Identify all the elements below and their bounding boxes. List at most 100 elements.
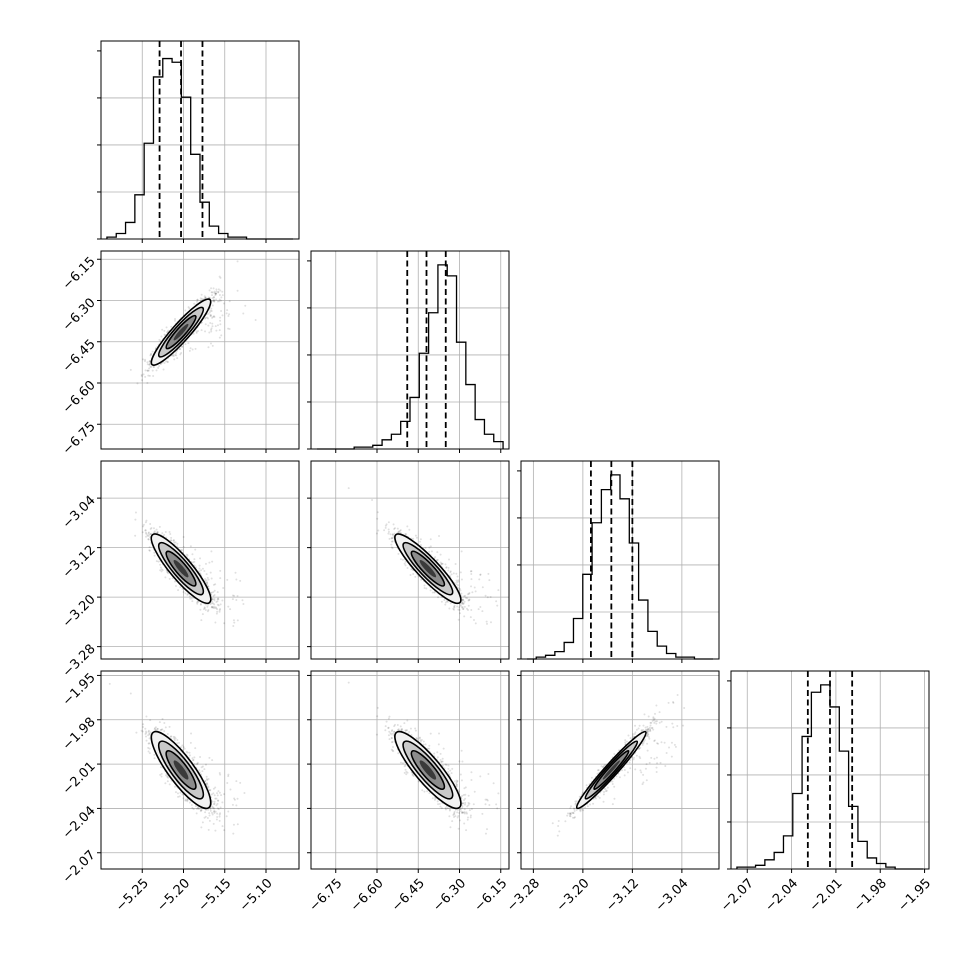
sample-point (487, 572, 490, 575)
sample-point (147, 538, 150, 541)
sample-point (390, 540, 393, 543)
sample-point (190, 597, 193, 600)
sample-point (470, 608, 473, 611)
sample-point (193, 558, 196, 561)
sample-point (228, 327, 231, 330)
sample-point (213, 802, 216, 805)
sample-point (452, 572, 455, 575)
sample-point (211, 600, 214, 603)
sample-point (149, 528, 152, 531)
sample-point (191, 348, 194, 351)
sample-point (377, 529, 380, 532)
sample-point (212, 792, 215, 795)
sample-point (210, 310, 213, 313)
sample-point (384, 524, 387, 527)
sample-point (213, 812, 216, 815)
sample-point (444, 601, 447, 604)
sample-point (488, 579, 491, 582)
sample-point (243, 791, 246, 794)
sample-point (242, 312, 245, 315)
sample-point (469, 570, 472, 573)
sample-point (448, 558, 451, 561)
sample-point (466, 593, 469, 596)
sample-point (199, 602, 202, 605)
sample-point (214, 621, 217, 624)
sample-point (176, 738, 179, 741)
sample-point (445, 566, 448, 569)
sample-point (206, 610, 209, 613)
sample-point (222, 302, 225, 305)
sample-point (197, 329, 200, 332)
sample-point (169, 532, 172, 535)
sample-point (172, 539, 175, 542)
sample-point (219, 276, 222, 279)
sample-point (195, 601, 198, 604)
sample-point (221, 599, 224, 602)
sample-point (146, 534, 149, 537)
sample-point (191, 600, 194, 603)
sample-point (456, 605, 459, 608)
sample-point (453, 604, 456, 607)
panel-frame (100, 460, 300, 660)
sample-point (457, 584, 460, 587)
sample-point (144, 531, 147, 534)
sample-point (163, 362, 166, 365)
sample-point (207, 296, 210, 299)
sample-point (206, 576, 209, 579)
sample-point (173, 739, 176, 742)
sample-point (209, 309, 212, 312)
sample-point (140, 373, 143, 376)
sample-point (160, 772, 163, 775)
sample-point (401, 558, 404, 561)
sample-point (463, 615, 466, 618)
sample-point (211, 325, 214, 328)
sample-point (166, 361, 169, 364)
sample-point (199, 810, 202, 813)
sample-point (235, 804, 238, 807)
sample-point (168, 531, 171, 534)
scatter-group (108, 682, 246, 835)
sample-point (403, 562, 406, 565)
sample-point (232, 832, 235, 835)
sample-point (444, 603, 447, 606)
sample-point (210, 330, 213, 333)
sample-point (189, 545, 192, 548)
sample-point (186, 554, 189, 557)
sample-point (156, 531, 159, 534)
sample-point (440, 562, 443, 565)
sample-point (211, 304, 214, 307)
sample-point (439, 561, 442, 564)
sample-point (231, 594, 234, 597)
sample-point (461, 599, 464, 602)
sample-point (234, 571, 237, 574)
sample-point (429, 545, 432, 548)
sample-point (153, 530, 156, 533)
sample-point (489, 621, 492, 624)
sample-point (167, 329, 170, 332)
sample-point (157, 366, 160, 369)
sample-point (156, 531, 159, 534)
sample-point (210, 327, 213, 330)
sample-point (376, 511, 379, 514)
sample-point (444, 563, 447, 566)
sample-point (211, 598, 214, 601)
sample-point (175, 352, 178, 355)
sample-point (216, 608, 219, 611)
sample-point (193, 560, 196, 563)
sample-point (215, 290, 218, 293)
sample-point (203, 295, 206, 298)
sample-point (212, 299, 215, 302)
sample-point (189, 741, 192, 744)
sample-point (143, 360, 146, 363)
sample-point (235, 599, 238, 602)
sample-point (429, 538, 432, 541)
sample-point (206, 583, 209, 586)
sample-point (173, 580, 176, 583)
sample-point (463, 600, 466, 603)
sample-point (152, 527, 155, 530)
sample-point (150, 366, 153, 369)
sample-point (211, 291, 214, 294)
sample-point (172, 735, 175, 738)
sample-point (239, 579, 242, 582)
sample-point (156, 727, 159, 730)
